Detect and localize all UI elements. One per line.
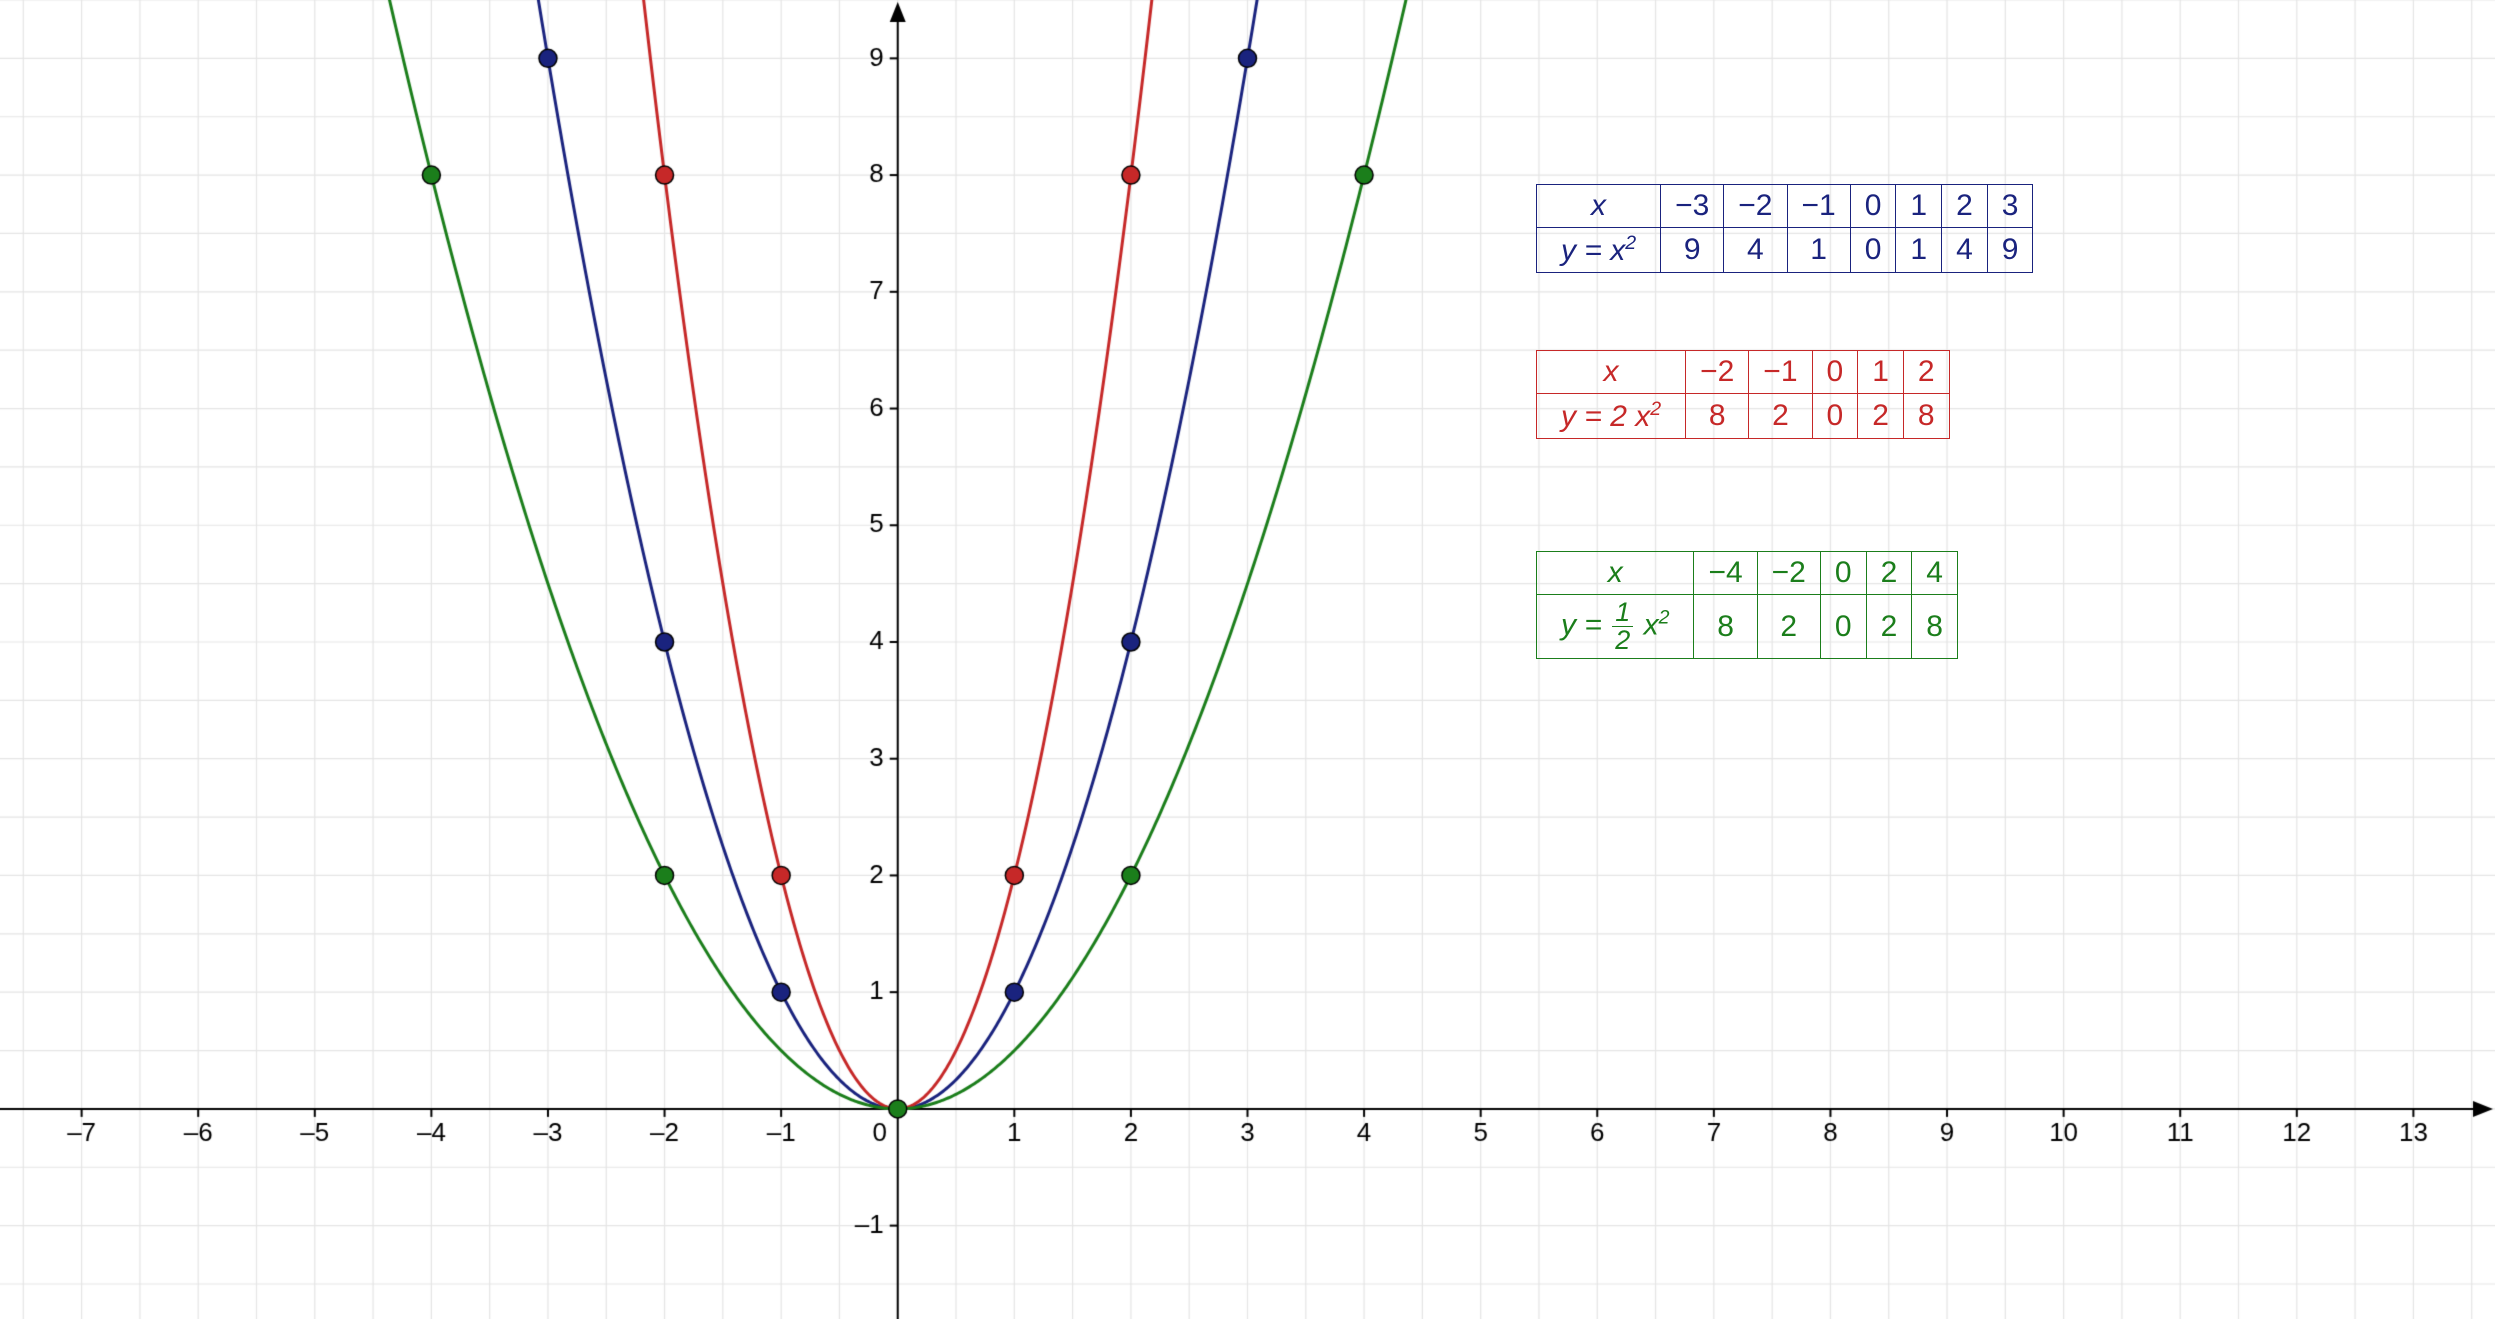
parabola-plot bbox=[0, 0, 2495, 1319]
table-blue-r0-c3: 0 bbox=[1850, 185, 1896, 228]
table-blue-r0-c6: 3 bbox=[1987, 185, 2033, 228]
table-red-r0-c3: 1 bbox=[1858, 351, 1904, 394]
table-red: x−2−1012y = 2 x282028 bbox=[1536, 350, 1950, 439]
table-red-r1-c2: 0 bbox=[1812, 394, 1858, 439]
table-green-row1-label: y = 12 x2 bbox=[1537, 595, 1694, 659]
table-blue-r1-c1: 4 bbox=[1724, 228, 1787, 273]
table-red-r1-c3: 2 bbox=[1858, 394, 1904, 439]
table-blue-row1-label: y = x2 bbox=[1537, 228, 1661, 273]
table-red-row0-label: x bbox=[1537, 351, 1686, 394]
table-red-row1-label: y = 2 x2 bbox=[1537, 394, 1686, 439]
table-green: x−4−2024y = 12 x282028 bbox=[1536, 551, 1958, 659]
table-green-row0-label: x bbox=[1537, 552, 1694, 595]
table-blue-r1-c5: 4 bbox=[1942, 228, 1988, 273]
table-blue-r0-c4: 1 bbox=[1896, 185, 1942, 228]
table-blue-row0-label: x bbox=[1537, 185, 1661, 228]
table-green-r0-c3: 2 bbox=[1866, 552, 1912, 595]
table-red-r1-c1: 2 bbox=[1749, 394, 1812, 439]
table-blue-r1-c2: 1 bbox=[1787, 228, 1850, 273]
table-red-r1-c4: 8 bbox=[1903, 394, 1949, 439]
table-green-r1-c1: 2 bbox=[1757, 595, 1820, 659]
table-blue-r0-c2: −1 bbox=[1787, 185, 1850, 228]
table-blue-r1-c4: 1 bbox=[1896, 228, 1942, 273]
table-blue: x−3−2−10123y = x29410149 bbox=[1536, 184, 2033, 273]
table-blue-r0-c1: −2 bbox=[1724, 185, 1787, 228]
table-blue-r1-c0: 9 bbox=[1661, 228, 1724, 273]
table-red-r1-c0: 8 bbox=[1686, 394, 1749, 439]
table-green-r0-c2: 0 bbox=[1820, 552, 1866, 595]
table-green-r1-c0: 8 bbox=[1694, 595, 1757, 659]
table-red-r0-c1: −1 bbox=[1749, 351, 1812, 394]
table-red-r0-c2: 0 bbox=[1812, 351, 1858, 394]
table-red-r0-c0: −2 bbox=[1686, 351, 1749, 394]
table-green-r0-c1: −2 bbox=[1757, 552, 1820, 595]
table-blue-r1-c6: 9 bbox=[1987, 228, 2033, 273]
table-blue-r0-c0: −3 bbox=[1661, 185, 1724, 228]
table-red-r0-c4: 2 bbox=[1903, 351, 1949, 394]
table-green-r1-c3: 2 bbox=[1866, 595, 1912, 659]
table-blue-r0-c5: 2 bbox=[1942, 185, 1988, 228]
table-green-r1-c4: 8 bbox=[1912, 595, 1958, 659]
table-green-r0-c4: 4 bbox=[1912, 552, 1958, 595]
table-blue-r1-c3: 0 bbox=[1850, 228, 1896, 273]
table-green-r0-c0: −4 bbox=[1694, 552, 1757, 595]
table-green-r1-c2: 0 bbox=[1820, 595, 1866, 659]
